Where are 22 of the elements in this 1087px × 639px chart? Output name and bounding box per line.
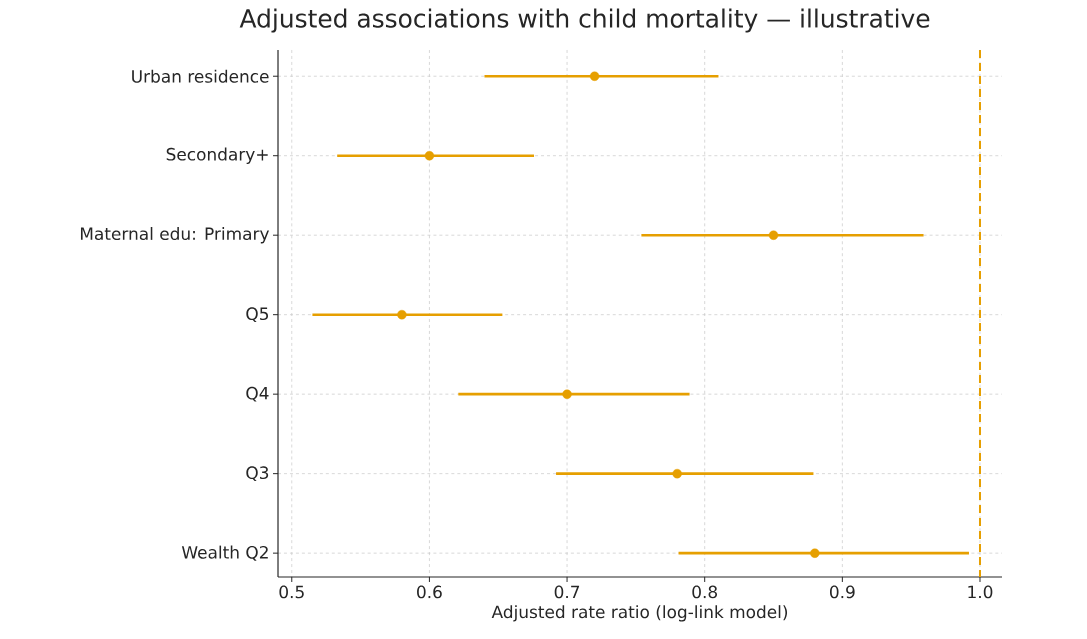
- y-tick-label: Secondary+: [166, 147, 268, 164]
- point: [768, 230, 779, 240]
- x-tick-label: 0.6: [417, 585, 442, 599]
- y-tick-label: Q3: [246, 466, 269, 482]
- point: [672, 468, 682, 479]
- x-tick-label: 0.5: [279, 585, 304, 599]
- y-tick-label: Maternal edu: Primary: [80, 226, 269, 244]
- x-axis-title: Adjusted rate ratio (log-link model): [491, 605, 788, 622]
- x-tick-label: 0.7: [554, 585, 580, 599]
- y-tick-label: Q5: [246, 307, 269, 323]
- y-tick-label: Wealth Q2: [181, 545, 268, 561]
- x-tick-label: 1.0: [968, 585, 993, 599]
- chart-title: Adjusted associations with child mortality — illustrative: [239, 8, 930, 33]
- x-tick-label: 0.8: [692, 585, 718, 599]
- point: [562, 389, 572, 399]
- point: [810, 548, 820, 558]
- y-tick-label: Urban residence: [132, 69, 269, 83]
- point: [424, 151, 435, 161]
- point: [589, 71, 600, 81]
- y-tick-label: Q4: [246, 386, 269, 402]
- point: [397, 309, 407, 320]
- x-tick-label: 0.9: [829, 585, 855, 599]
